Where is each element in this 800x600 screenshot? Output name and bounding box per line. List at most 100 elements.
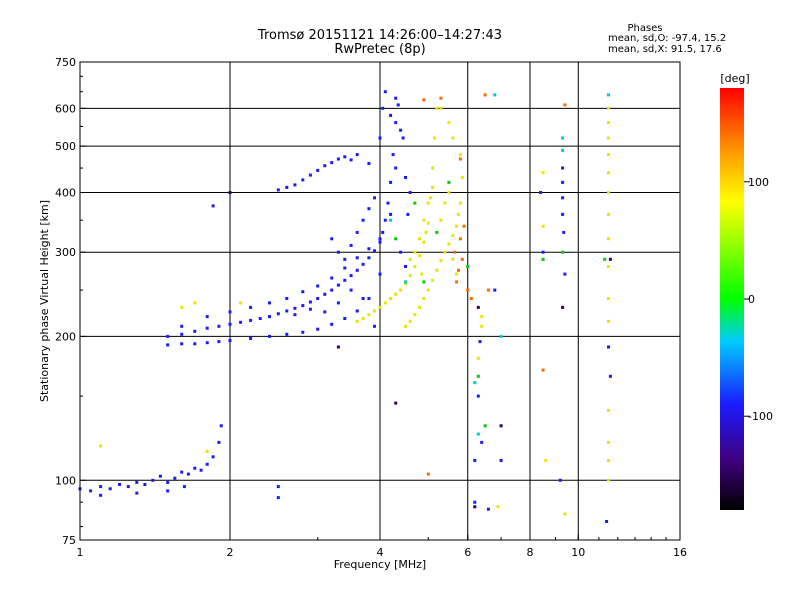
data-point-O: [285, 309, 289, 313]
data-point-O: [308, 307, 312, 311]
data-point-X: [447, 242, 451, 246]
data-point-O: [396, 103, 400, 107]
data-point-hot: [426, 472, 430, 476]
data-point-X: [193, 301, 197, 305]
data-point-O: [301, 304, 305, 308]
data-point-O: [180, 324, 184, 328]
colorbar-tick-label: 100: [748, 176, 769, 189]
data-point-X: [426, 201, 430, 205]
data-point-X: [394, 292, 398, 296]
data-point-cyan: [389, 218, 393, 222]
data-point-X: [413, 313, 417, 317]
data-point-other: [561, 250, 565, 254]
data-point-O: [276, 188, 280, 192]
data-point-X: [496, 505, 500, 509]
data-point-O: [343, 278, 347, 282]
data-point-O: [349, 243, 353, 247]
data-point-dark: [476, 305, 480, 309]
data-point-O: [301, 290, 305, 294]
data-point-X: [422, 240, 426, 244]
data-point-other: [435, 230, 439, 234]
data-point-hot: [457, 268, 460, 272]
data-point-O: [561, 180, 565, 184]
data-point-X: [404, 282, 407, 285]
data-point-X: [607, 153, 610, 157]
data-point-O: [285, 332, 289, 336]
data-point-O: [126, 485, 130, 489]
gridlines: [80, 62, 680, 540]
chart-title: Tromsø 20151121 14:26:00–14:27:43: [257, 28, 502, 43]
data-point-X: [435, 268, 439, 272]
data-point-O: [399, 250, 403, 254]
data-point-O: [193, 329, 197, 333]
data-point-O: [258, 317, 262, 320]
data-point-dark: [394, 401, 398, 405]
x-tick-label: 1: [77, 546, 84, 559]
data-point-X: [239, 301, 243, 305]
data-point-hot: [486, 288, 490, 292]
data-point-X: [404, 324, 407, 328]
data-point-X: [607, 212, 610, 216]
data-point-O: [249, 305, 253, 309]
data-point-O: [166, 489, 170, 493]
data-point-hot: [466, 288, 470, 292]
data-point-O: [389, 180, 393, 184]
data-point-X: [424, 230, 428, 234]
data-point-O: [199, 468, 203, 472]
data-point-other: [476, 374, 480, 378]
data-point-O: [217, 324, 221, 328]
data-point-O: [276, 485, 280, 489]
data-point-X: [607, 121, 610, 125]
data-point-cyan: [561, 148, 565, 152]
data-point-X: [447, 121, 451, 125]
x-tick-label: 10: [571, 546, 585, 559]
data-point-X: [205, 449, 209, 453]
data-point-O: [394, 166, 398, 170]
data-point-other: [483, 424, 487, 428]
data-point-X: [607, 319, 610, 323]
data-point-O: [323, 164, 327, 168]
data-point-cyan: [561, 136, 565, 140]
x-tick-label: 6: [464, 546, 471, 559]
data-point-O: [336, 250, 340, 254]
data-point-X: [431, 185, 435, 189]
data-point-O: [378, 237, 382, 241]
data-point-hot: [455, 280, 459, 284]
data-point-X: [455, 224, 459, 228]
data-point-O: [276, 312, 280, 316]
data-point-O: [493, 288, 497, 292]
data-point-X: [447, 191, 451, 194]
data-point-X: [367, 313, 371, 317]
y-tick-label: 200: [55, 330, 76, 343]
data-point-O: [355, 256, 359, 260]
data-point-O: [558, 478, 562, 482]
data-point-X: [607, 408, 610, 412]
data-point-O: [228, 310, 232, 314]
data-point-O: [399, 128, 403, 132]
data-point-X: [607, 265, 610, 268]
data-points: [78, 90, 612, 523]
data-point-cyan: [493, 93, 497, 97]
data-point-hot: [453, 250, 457, 254]
data-point-O: [166, 480, 170, 484]
data-point-X: [413, 250, 417, 254]
data-point-O: [608, 374, 612, 378]
data-point-O: [361, 218, 365, 222]
data-point-X: [422, 218, 426, 222]
data-point-X: [433, 136, 437, 140]
data-point-cyan: [499, 334, 503, 338]
data-point-O: [563, 272, 567, 276]
data-point-hot: [462, 224, 466, 228]
colorbar-ticks: 100 0 -100: [744, 176, 773, 423]
data-point-X: [361, 317, 365, 320]
data-point-X: [563, 512, 567, 516]
data-point-other: [541, 257, 545, 261]
data-point-dark: [336, 345, 340, 349]
data-point-X: [607, 237, 610, 241]
data-point-O: [151, 478, 155, 482]
data-point-O: [180, 342, 184, 346]
data-point-O: [180, 332, 184, 336]
data-point-O: [389, 212, 393, 216]
data-point-O: [186, 472, 190, 476]
